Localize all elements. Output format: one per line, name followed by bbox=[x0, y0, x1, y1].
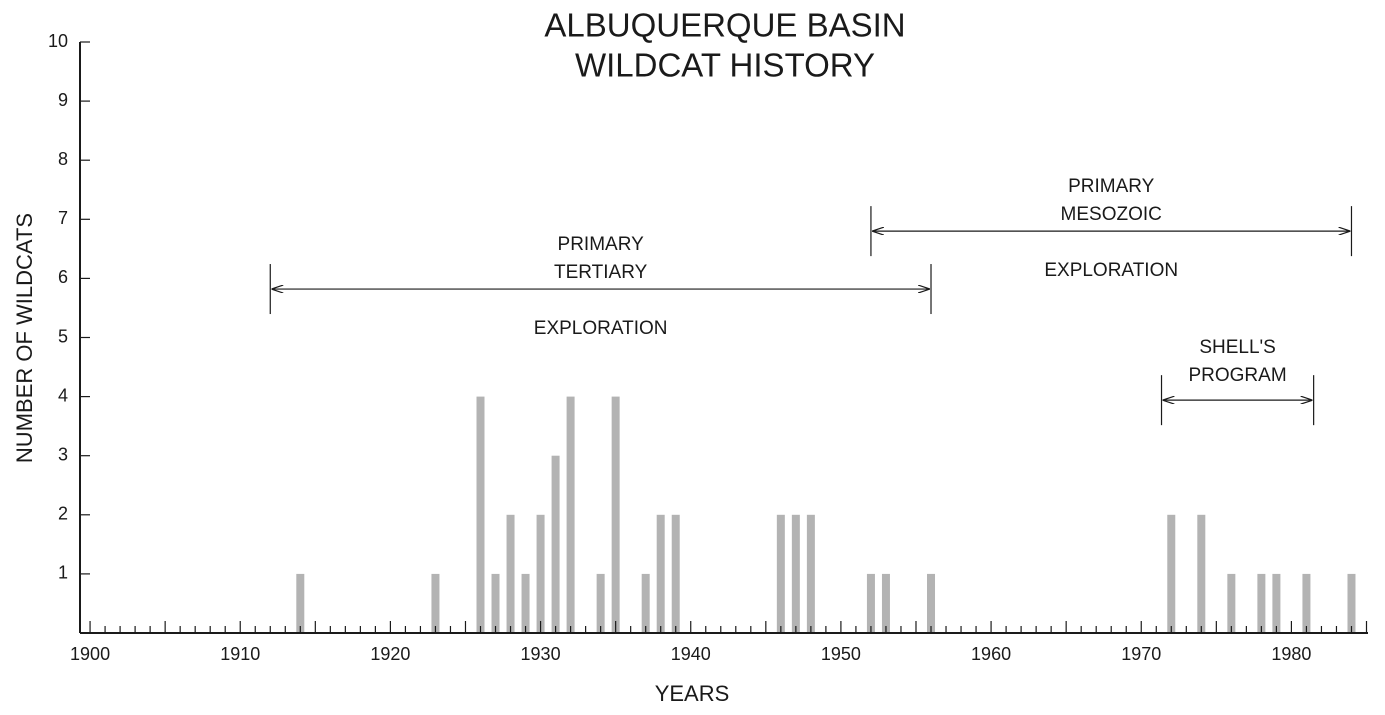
bar bbox=[1197, 514, 1206, 633]
x-tick-label: 1960 bbox=[971, 644, 1011, 664]
bar bbox=[1347, 573, 1356, 633]
y-tick-label: 3 bbox=[58, 444, 68, 464]
bar bbox=[1167, 514, 1176, 633]
bar bbox=[611, 396, 620, 633]
annotation-text: EXPLORATION bbox=[1044, 260, 1178, 281]
bar bbox=[881, 573, 890, 633]
x-tick-label: 1980 bbox=[1271, 644, 1311, 664]
y-tick-label: 6 bbox=[58, 267, 68, 287]
bar bbox=[927, 573, 936, 633]
y-tick-label: 7 bbox=[58, 208, 68, 228]
bar bbox=[776, 514, 785, 633]
y-tick-label: 2 bbox=[58, 504, 68, 524]
y-tick-label: 10 bbox=[48, 31, 68, 51]
bar bbox=[566, 396, 575, 633]
bar bbox=[491, 573, 500, 633]
bar bbox=[296, 573, 305, 633]
bar bbox=[521, 573, 530, 633]
x-tick-label: 1930 bbox=[521, 644, 561, 664]
annotation-text: PRIMARY bbox=[1068, 176, 1155, 197]
x-axis-label: YEARS bbox=[655, 681, 730, 706]
bar bbox=[551, 455, 560, 633]
y-tick-label: 9 bbox=[58, 90, 68, 110]
x-tick-label: 1910 bbox=[220, 644, 260, 664]
bar bbox=[476, 396, 485, 633]
bar bbox=[596, 573, 605, 633]
y-tick-label: 4 bbox=[58, 385, 68, 405]
y-axis-label: NUMBER OF WILDCATS bbox=[12, 213, 37, 463]
annotation-text: SHELL'S bbox=[1199, 337, 1276, 358]
bar bbox=[641, 573, 650, 633]
y-tick-label: 5 bbox=[58, 326, 68, 346]
y-tick-label: 1 bbox=[58, 563, 68, 583]
annotation-text: EXPLORATION bbox=[534, 318, 668, 339]
x-tick-label: 1940 bbox=[671, 644, 711, 664]
bar bbox=[506, 514, 515, 633]
y-tick-label: 8 bbox=[58, 149, 68, 169]
bar bbox=[671, 514, 680, 633]
bar bbox=[791, 514, 800, 633]
bar bbox=[1257, 573, 1266, 633]
bar bbox=[1227, 573, 1236, 633]
bar bbox=[431, 573, 440, 633]
bar bbox=[536, 514, 545, 633]
x-tick-label: 1920 bbox=[370, 644, 410, 664]
chart-title: ALBUQUERQUE BASIN bbox=[544, 7, 905, 44]
bar bbox=[656, 514, 665, 633]
annotation-text: PROGRAM bbox=[1188, 365, 1286, 386]
bar bbox=[1272, 573, 1281, 633]
annotation-text: PRIMARY bbox=[558, 234, 645, 255]
bar bbox=[866, 573, 875, 633]
bar bbox=[1302, 573, 1311, 633]
bar bbox=[806, 514, 815, 633]
x-tick-label: 1900 bbox=[70, 644, 110, 664]
x-tick-label: 1970 bbox=[1121, 644, 1161, 664]
annotation-text: TERTIARY bbox=[554, 262, 648, 283]
x-tick-label: 1950 bbox=[821, 644, 861, 664]
annotation-text: MESOZOIC bbox=[1061, 204, 1162, 225]
chart-title: WILDCAT HISTORY bbox=[575, 47, 875, 84]
